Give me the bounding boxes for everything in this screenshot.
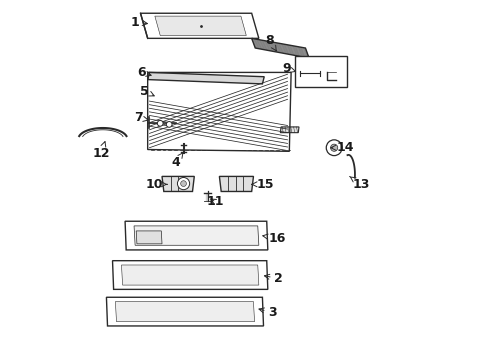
Polygon shape	[134, 226, 258, 245]
Text: 12: 12	[92, 141, 110, 159]
Polygon shape	[140, 13, 258, 39]
Text: 14: 14	[330, 141, 354, 154]
Polygon shape	[162, 176, 194, 192]
FancyBboxPatch shape	[294, 56, 346, 87]
Polygon shape	[219, 176, 253, 192]
Circle shape	[157, 121, 163, 126]
Text: 4: 4	[171, 152, 183, 169]
Text: 3: 3	[259, 306, 276, 319]
Polygon shape	[125, 221, 267, 250]
Polygon shape	[121, 265, 258, 285]
Text: 8: 8	[265, 33, 276, 51]
Polygon shape	[147, 72, 264, 84]
Text: 15: 15	[251, 178, 273, 191]
Polygon shape	[280, 127, 298, 133]
Text: 13: 13	[349, 176, 369, 191]
Circle shape	[325, 140, 341, 156]
Text: 10: 10	[145, 178, 167, 191]
Polygon shape	[112, 261, 267, 289]
Polygon shape	[136, 231, 162, 244]
Text: 11: 11	[206, 195, 224, 208]
Polygon shape	[115, 302, 254, 321]
Text: 1: 1	[130, 16, 147, 29]
Text: 2: 2	[264, 272, 283, 285]
Circle shape	[166, 122, 172, 127]
Polygon shape	[155, 16, 246, 36]
Text: 9: 9	[282, 62, 295, 75]
Polygon shape	[251, 39, 308, 58]
Text: 16: 16	[262, 231, 285, 244]
Polygon shape	[106, 297, 263, 326]
Circle shape	[180, 181, 186, 186]
Circle shape	[330, 144, 337, 151]
Text: 6: 6	[137, 66, 151, 79]
Circle shape	[177, 177, 189, 190]
Text: 7: 7	[134, 112, 148, 125]
Text: 5: 5	[140, 85, 154, 98]
